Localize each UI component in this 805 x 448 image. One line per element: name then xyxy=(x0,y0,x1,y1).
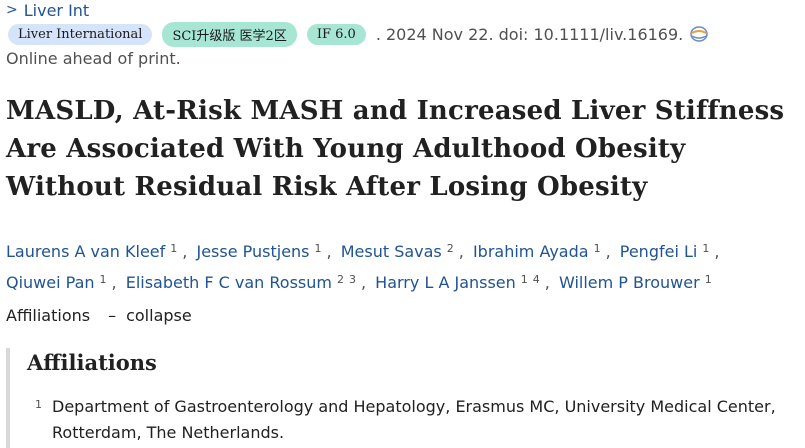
author-affiliation-refs: 2 xyxy=(447,242,459,255)
affiliation-ref[interactable]: 1 xyxy=(702,242,710,255)
chevron-right-icon: > xyxy=(6,2,18,18)
affiliations-label: Affiliations xyxy=(6,306,91,325)
affiliation-ref[interactable]: 1 xyxy=(704,273,712,286)
sci-rank-badge[interactable]: SCI升级版 医学2区 xyxy=(162,21,297,47)
author-affiliation-refs: 1 xyxy=(702,242,714,255)
author-item: Ibrahim Ayada 1, xyxy=(473,242,615,261)
author-link[interactable]: Elisabeth F C van Rossum xyxy=(125,273,332,292)
author-affiliation-refs: 1 xyxy=(170,242,182,255)
author-link[interactable]: Harry L A Janssen xyxy=(375,273,516,292)
author-separator: , xyxy=(360,273,367,292)
collapse-label[interactable]: collapse xyxy=(126,306,192,325)
journal-link[interactable]: > Liver Int xyxy=(6,0,89,20)
author-affiliation-refs: 1 xyxy=(594,242,606,255)
author-item: Mesut Savas 2, xyxy=(341,242,468,261)
author-separator: , xyxy=(326,242,332,261)
affiliation-ref[interactable]: 3 xyxy=(348,273,356,286)
author-link[interactable]: Pengfei Li xyxy=(619,242,698,261)
author-separator: , xyxy=(714,242,720,261)
journal-name[interactable]: Liver Int xyxy=(23,0,90,20)
affiliation-ref[interactable]: 1 xyxy=(170,242,178,255)
author-separator: , xyxy=(182,242,188,261)
author-affiliation-refs: 1 xyxy=(315,242,327,255)
author-item: Harry L A Janssen 1 4, xyxy=(375,273,554,292)
author-link[interactable]: Ibrahim Ayada xyxy=(472,242,589,261)
affiliation-ref[interactable]: 2 xyxy=(336,273,344,286)
author-link[interactable]: Mesut Savas xyxy=(340,242,442,261)
author-link[interactable]: Jesse Pustjens xyxy=(196,242,310,261)
citation-text: . 2024 Nov 22. doi: 10.1111/liv.16169. xyxy=(375,24,684,44)
author-link[interactable]: Willem P Brouwer xyxy=(558,273,700,292)
author-link[interactable]: Laurens A van Kleef xyxy=(6,242,166,261)
impact-factor-badge[interactable]: IF 6.0 xyxy=(306,23,366,45)
author-list: Laurens A van Kleef 1, Jesse Pustjens 1, M… xyxy=(6,235,801,297)
affiliations-heading: Affiliations xyxy=(27,350,157,375)
author-affiliation-refs: 1 xyxy=(705,273,717,286)
affiliation-ref[interactable]: 1 xyxy=(520,273,528,286)
author-item: Elisabeth F C van Rossum 2 3, xyxy=(126,273,370,292)
publication-status: Online ahead of print. xyxy=(6,49,181,68)
author-item: Jesse Pustjens 1, xyxy=(196,242,335,261)
affiliations-panel: Affiliations 1 Department of Gastroenter… xyxy=(6,348,805,448)
affiliation-ref[interactable]: 1 xyxy=(593,242,601,255)
author-separator: , xyxy=(458,242,464,261)
author-separator: , xyxy=(544,273,550,292)
author-separator: , xyxy=(111,273,117,292)
affiliation-ref[interactable]: 1 xyxy=(99,273,107,286)
affiliation-ref[interactable]: 2 xyxy=(446,242,454,255)
author-link[interactable]: Qiuwei Pan xyxy=(6,273,95,292)
affiliation-item: 1 Department of Gastroenterology and Hep… xyxy=(35,394,795,446)
author-item: Willem P Brouwer 1 xyxy=(559,273,717,292)
doi-globe-icon[interactable] xyxy=(689,25,709,43)
author-item: Laurens A van Kleef 1, xyxy=(6,242,191,261)
affiliation-ref[interactable]: 4 xyxy=(532,273,540,286)
affiliation-ref[interactable]: 1 xyxy=(314,242,322,255)
author-separator: , xyxy=(605,242,611,261)
affiliation-number: 1 xyxy=(35,398,42,411)
author-item: Qiuwei Pan 1, xyxy=(6,273,121,292)
collapse-dash-icon: – xyxy=(108,306,117,325)
author-item: Pengfei Li 1, xyxy=(620,242,724,261)
badge-row: Liver International SCI升级版 医学2区 IF 6.0 .… xyxy=(8,21,709,47)
affiliation-text: Department of Gastroenterology and Hepat… xyxy=(52,397,776,442)
article-title: MASLD, At-Risk MASH and Increased Liver … xyxy=(6,96,785,202)
author-affiliation-refs: 1 xyxy=(100,273,112,286)
affiliations-toggle[interactable]: Affiliations – collapse xyxy=(6,306,192,325)
journal-badge[interactable]: Liver International xyxy=(8,23,153,45)
